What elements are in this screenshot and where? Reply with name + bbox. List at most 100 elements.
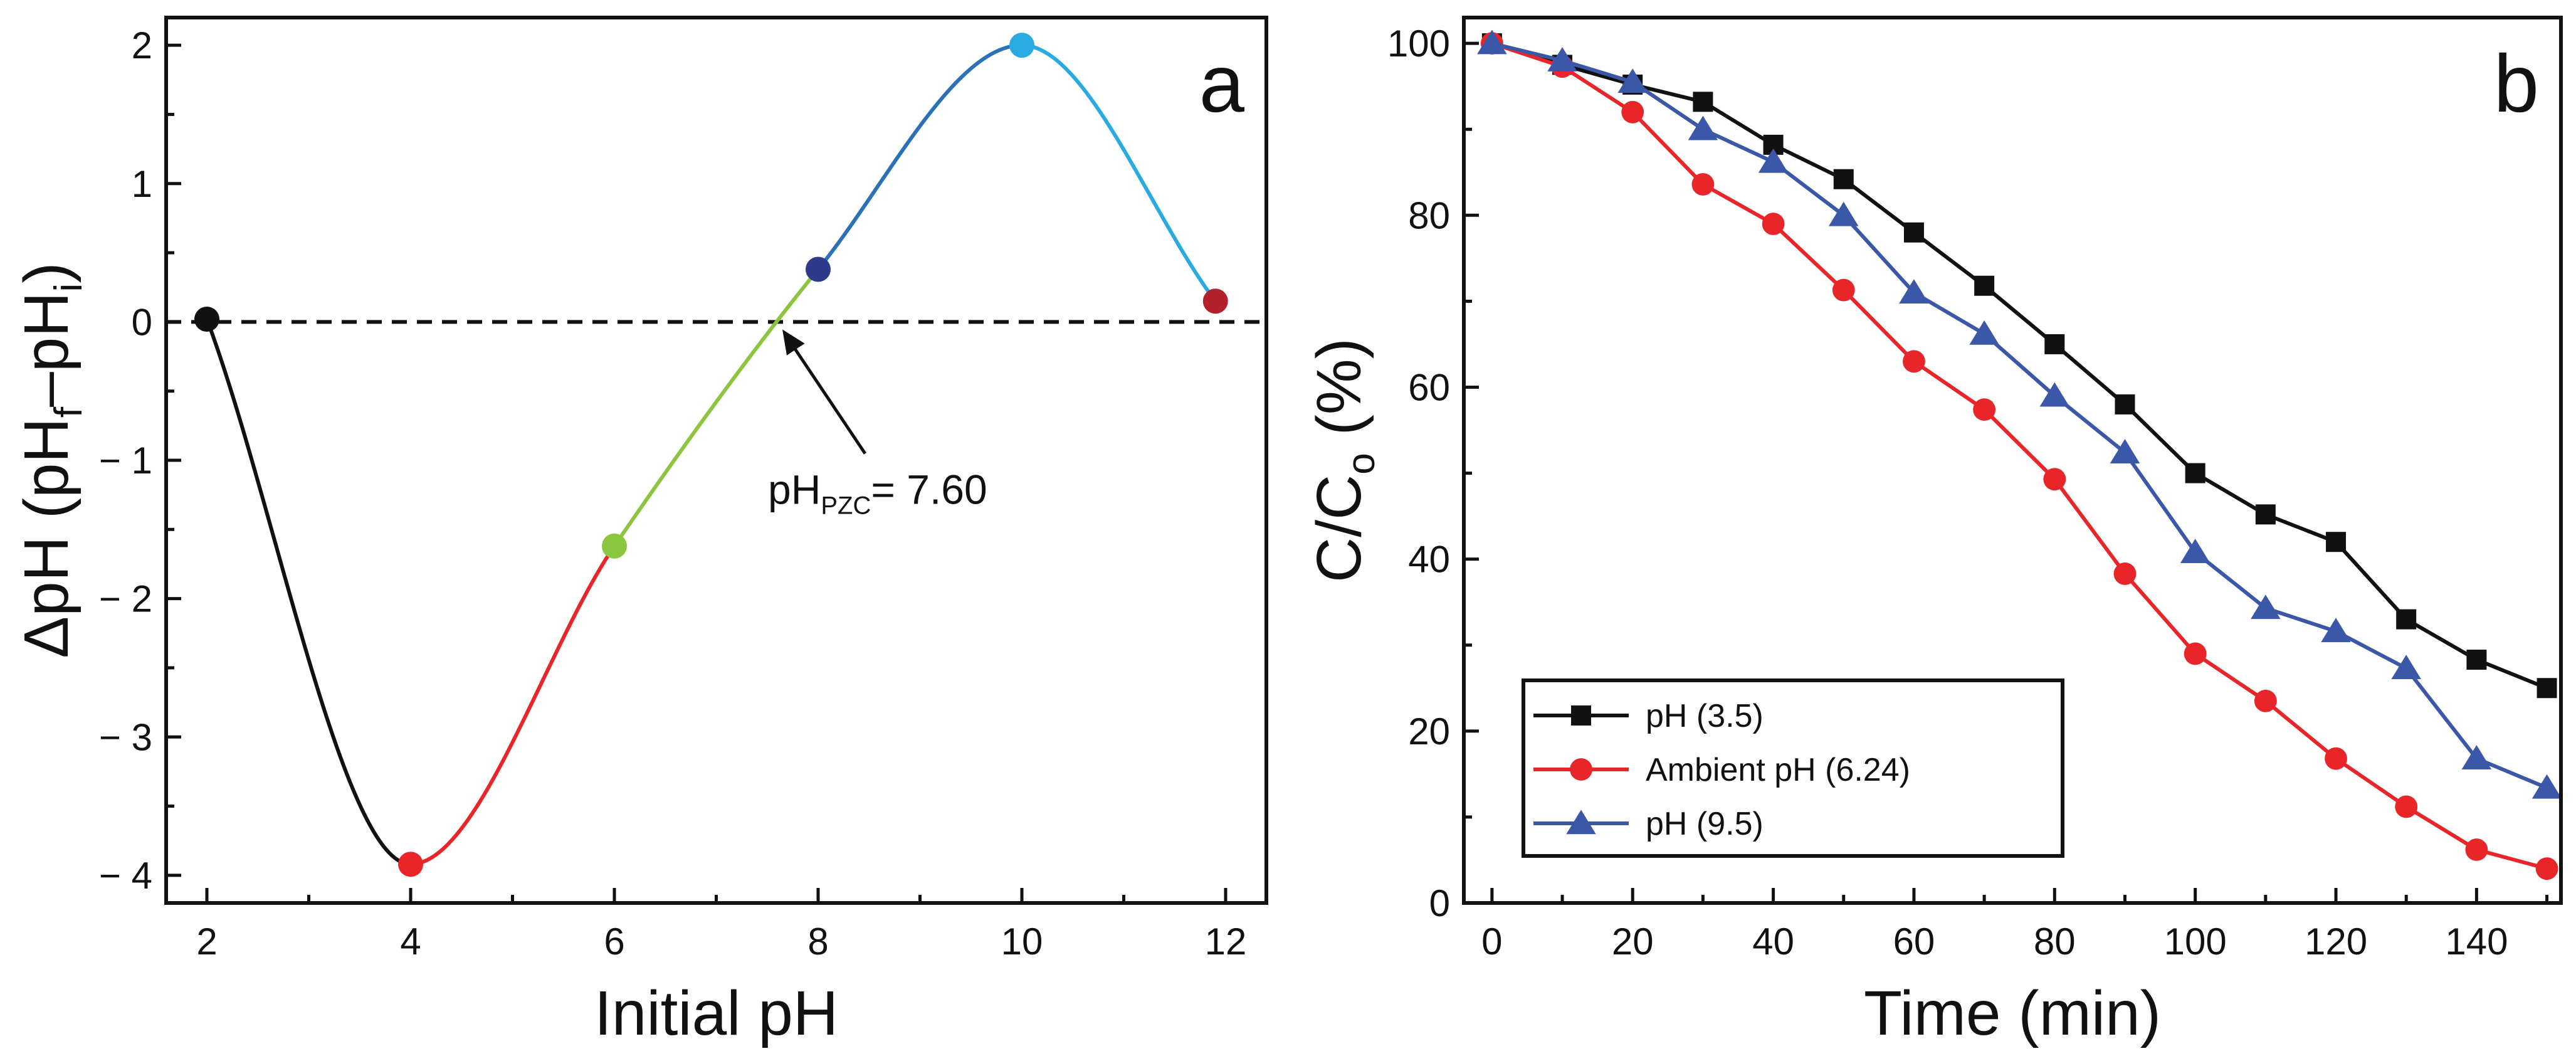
panel-b-xtick-label: 60	[1893, 921, 1935, 963]
panel-b-ytick-label: 20	[1408, 710, 1450, 752]
series-marker	[1829, 201, 1859, 226]
series-marker	[1688, 115, 1718, 140]
panel-a-data-point	[398, 852, 423, 877]
series-marker	[2115, 394, 2135, 414]
series-marker	[1832, 278, 1855, 302]
panel-a-xtick-label: 2	[196, 921, 217, 963]
series-marker	[1833, 169, 1854, 189]
panel-b-ylabel-sub: o	[1340, 453, 1383, 474]
panel-a-xtick-label: 12	[1205, 921, 1247, 963]
series-marker	[2113, 562, 2137, 585]
panel-b-xlabel: Time (min)	[1864, 978, 2161, 1048]
panel-b-ylabel-end: (%)	[1304, 338, 1374, 453]
panel-b-ytick-label: 80	[1408, 194, 1450, 236]
panel-b-xtick-label: 100	[2164, 921, 2227, 963]
series-marker	[1621, 100, 1644, 124]
panel-a-xtick-label: 4	[400, 921, 421, 963]
panel-a-ytick-label: 1	[132, 163, 152, 205]
legend-swatch-marker	[1570, 758, 1592, 781]
panel-a-curve-segment	[410, 545, 616, 867]
legend-label: Ambient pH (6.24)	[1646, 752, 1910, 788]
panel-a-curves	[205, 43, 1217, 867]
panel-a-data-point	[1202, 288, 1228, 314]
pzc-arrow-head	[782, 329, 805, 356]
panel-a-letter: a	[1199, 38, 1245, 129]
series-marker	[2535, 857, 2558, 880]
panel-b-frame	[1462, 16, 2563, 905]
series-marker	[2180, 539, 2211, 563]
series-marker	[2326, 532, 2347, 552]
series-marker	[1973, 398, 1996, 421]
pzc-annotation-value: = 7.60	[871, 466, 987, 512]
series-marker	[1974, 275, 1995, 296]
pzc-arrow-shaft	[784, 334, 867, 455]
panel-a-ytick-label: 2	[132, 24, 152, 66]
panel-b-xtick-label: 20	[1612, 921, 1654, 963]
panel-b-letter: b	[2494, 38, 2539, 129]
legend-label: pH (3.5)	[1646, 698, 1764, 734]
series-marker	[1691, 173, 1715, 196]
series-marker	[1477, 29, 1507, 55]
series-marker	[2391, 655, 2421, 680]
pzc-annotation: pHPZC= 7.60	[768, 466, 987, 519]
series-marker	[2325, 747, 2347, 770]
panel-a-ytick-label: − 2	[99, 578, 152, 620]
series-marker	[1899, 279, 1929, 304]
series-marker	[2465, 838, 2488, 861]
panel-a-ylabel-sub-i: i	[47, 283, 90, 292]
panel-b-xtick-label: 0	[1481, 921, 1502, 963]
series-marker	[2254, 689, 2277, 712]
series-marker	[2185, 463, 2205, 483]
pzc-annotation-main: pH	[768, 466, 821, 512]
series-marker	[2184, 642, 2207, 665]
series-line	[1491, 41, 2548, 871]
panel-a-curve-segment	[816, 43, 1023, 271]
series-marker	[2466, 650, 2487, 670]
panel-a-curve-segment	[1021, 43, 1217, 303]
panel-a-xtick-label: 6	[604, 921, 624, 963]
legend-item: pH (3.5)	[1533, 698, 1764, 734]
panel-a-frame	[164, 16, 1268, 905]
series-marker	[2461, 745, 2492, 769]
panel-a-curve-segment	[612, 268, 820, 547]
panel-b-xtick-label: 80	[2034, 921, 2076, 963]
pzc-annotation-sub: PZC	[821, 492, 871, 519]
legend-swatch-marker	[1571, 705, 1591, 726]
panel-a-ytick-label: 0	[132, 301, 152, 343]
panel-b-ytick-label: 60	[1408, 366, 1450, 408]
legend-item: Ambient pH (6.24)	[1533, 752, 1910, 788]
panel-b-ytick-label: 40	[1408, 539, 1450, 581]
series-marker	[2043, 468, 2066, 491]
panel-b-legend: pH (3.5) Ambient pH (6.24) pH (9.5)	[1522, 678, 2064, 858]
panel-a-data-point	[602, 533, 627, 559]
panel-b-ytick-label: 0	[1429, 882, 1450, 924]
series-marker	[2039, 382, 2070, 407]
series-marker	[2251, 594, 2281, 620]
series-marker	[2395, 795, 2418, 818]
series-marker	[2321, 618, 2351, 643]
series-marker	[1969, 320, 1999, 345]
series-marker	[1762, 213, 1785, 235]
panel-a-ylabel-main: ΔpH (pH	[11, 418, 81, 658]
series-marker	[2396, 609, 2417, 630]
panel-b-xtick-label: 140	[2445, 921, 2508, 963]
series-marker	[1903, 222, 1924, 243]
series-marker	[1617, 68, 1648, 93]
panel-a-ytick-label: − 3	[99, 716, 152, 758]
panel-b-series	[1477, 29, 2562, 880]
panel-a-xtick-label: 10	[1001, 921, 1043, 963]
series-marker	[2531, 774, 2562, 799]
series-marker	[1547, 46, 1577, 71]
panel-a-ylabel-sub-f: f	[47, 406, 90, 418]
panel-b-ytick-label: 100	[1387, 23, 1450, 65]
series-marker	[2255, 504, 2276, 525]
series-circle	[1480, 32, 2558, 880]
panel-b-ylabel-main: C/C	[1304, 475, 1374, 583]
panel-b-ticks: 0 20 40 60 80 100 120 140 0 20 40 60 80 100	[1387, 23, 2549, 963]
panel-a-ylabel-end: )	[11, 262, 81, 283]
panel-a-data-point	[194, 306, 219, 332]
panel-a-ylabel: ΔpH (pHf–pHi)	[11, 262, 90, 658]
panel-b-ylabel: C/Co (%)	[1304, 338, 1383, 583]
legend-label: pH (9.5)	[1646, 806, 1764, 842]
